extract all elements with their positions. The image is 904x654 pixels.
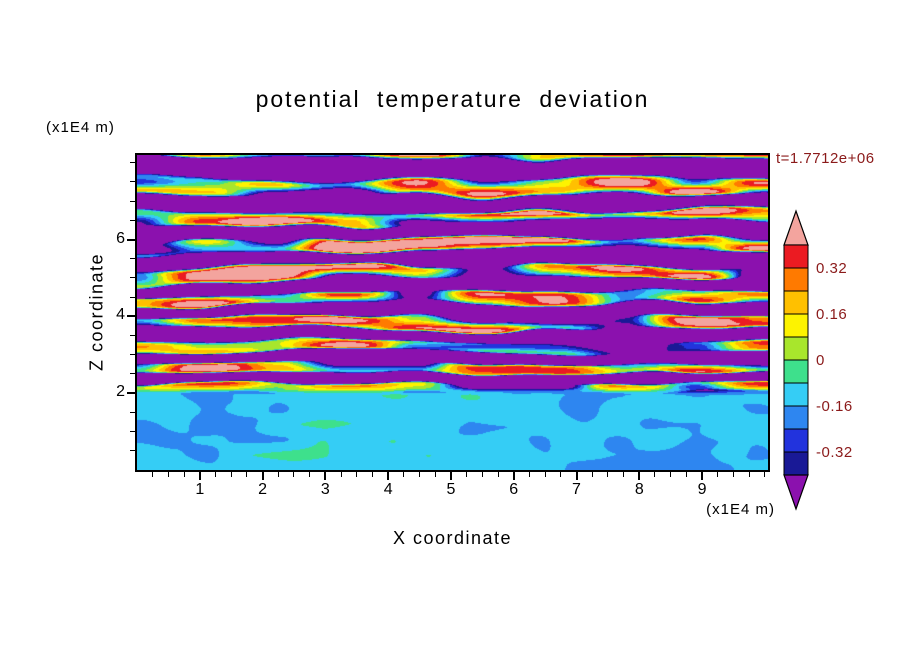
contour-field-canvas xyxy=(137,155,768,470)
y-minor-tick xyxy=(130,354,135,356)
colorbar-band xyxy=(783,336,809,361)
x-major-tick xyxy=(324,472,327,480)
y-minor-tick xyxy=(130,373,135,375)
x-tick-label: 8 xyxy=(634,481,644,498)
x-minor-tick xyxy=(183,472,185,477)
colorbar-band xyxy=(783,244,809,269)
y-tick-label: 2 xyxy=(116,383,125,401)
x-minor-tick xyxy=(340,472,342,477)
x-tick-label: 2 xyxy=(258,481,268,498)
y-minor-tick xyxy=(130,277,135,279)
x-axis-unit: (x1E4 m) xyxy=(706,501,775,518)
colorbar-band xyxy=(783,267,809,292)
y-major-tick xyxy=(127,392,135,395)
x-minor-tick xyxy=(560,472,562,477)
x-minor-tick xyxy=(748,472,750,477)
x-minor-tick xyxy=(732,472,734,477)
x-minor-tick xyxy=(230,472,232,477)
x-major-tick xyxy=(512,472,515,480)
colorbar-label: 0 xyxy=(816,352,825,369)
x-minor-tick xyxy=(544,472,546,477)
time-label: t=1.7712e+06 xyxy=(776,150,875,167)
y-major-tick xyxy=(127,238,135,241)
x-minor-tick xyxy=(717,472,719,477)
y-minor-tick xyxy=(130,258,135,260)
y-major-tick xyxy=(127,315,135,318)
colorbar-label: -0.16 xyxy=(816,398,853,415)
colorbar-band xyxy=(783,290,809,315)
x-minor-tick xyxy=(403,472,405,477)
x-tick-label: 4 xyxy=(383,481,393,498)
x-minor-tick xyxy=(167,472,169,477)
colorbar-label: 0.32 xyxy=(816,260,847,277)
y-minor-tick xyxy=(130,411,135,413)
x-minor-tick xyxy=(152,472,154,477)
x-minor-tick xyxy=(591,472,593,477)
x-minor-tick xyxy=(528,472,530,477)
colorbar-band xyxy=(783,313,809,338)
x-major-tick xyxy=(638,472,641,480)
x-axis-label: X coordinate xyxy=(392,528,513,548)
colorbar-band xyxy=(783,451,809,476)
y-minor-tick xyxy=(130,296,135,298)
x-major-tick xyxy=(701,472,704,480)
y-minor-tick xyxy=(130,181,135,183)
x-minor-tick xyxy=(419,472,421,477)
x-tick-label: 3 xyxy=(320,481,330,498)
x-minor-tick xyxy=(654,472,656,477)
y-minor-tick xyxy=(130,431,135,433)
colorbar: 0.32 0.16 0 -0.16 -0.32 xyxy=(783,209,853,511)
x-tick-label: 7 xyxy=(572,481,581,498)
x-minor-tick xyxy=(466,472,468,477)
colorbar-label: 0.16 xyxy=(816,306,847,323)
colorbar-arrow-bottom xyxy=(783,474,809,511)
x-tick-label: 5 xyxy=(446,481,456,498)
x-minor-tick xyxy=(309,472,311,477)
x-minor-tick xyxy=(670,472,672,477)
x-tick-label: 1 xyxy=(195,481,205,498)
x-tick-label: 6 xyxy=(509,481,519,498)
y-tick-label: 4 xyxy=(116,306,125,324)
x-minor-tick xyxy=(623,472,625,477)
y-minor-tick xyxy=(130,219,135,221)
x-tick-label: 9 xyxy=(697,481,707,498)
colorbar-label: -0.32 xyxy=(816,444,853,461)
x-minor-tick xyxy=(685,472,687,477)
y-tick-label: 6 xyxy=(116,229,125,247)
x-minor-tick xyxy=(356,472,358,477)
colorbar-band xyxy=(783,359,809,384)
x-minor-tick xyxy=(214,472,216,477)
plot-frame xyxy=(135,153,770,472)
z-axis-unit: (x1E4 m) xyxy=(46,119,115,136)
x-major-tick xyxy=(449,472,452,480)
y-minor-tick xyxy=(130,200,135,202)
x-minor-tick xyxy=(764,472,766,477)
x-minor-tick xyxy=(246,472,248,477)
x-minor-tick xyxy=(497,472,499,477)
y-minor-tick xyxy=(130,335,135,337)
colorbar-band xyxy=(783,382,809,407)
x-major-tick xyxy=(387,472,390,480)
chart-title: potential temperature deviation xyxy=(255,86,650,112)
y-minor-tick xyxy=(130,162,135,164)
x-major-tick xyxy=(261,472,264,480)
x-minor-tick xyxy=(481,472,483,477)
colorbar-band xyxy=(783,428,809,453)
y-minor-tick xyxy=(130,450,135,452)
x-major-tick xyxy=(575,472,578,480)
x-minor-tick xyxy=(293,472,295,477)
x-minor-tick xyxy=(371,472,373,477)
x-minor-tick xyxy=(277,472,279,477)
colorbar-band xyxy=(783,405,809,430)
colorbar-arrow-top xyxy=(783,209,809,246)
x-minor-tick xyxy=(434,472,436,477)
x-major-tick xyxy=(198,472,201,480)
x-minor-tick xyxy=(607,472,609,477)
